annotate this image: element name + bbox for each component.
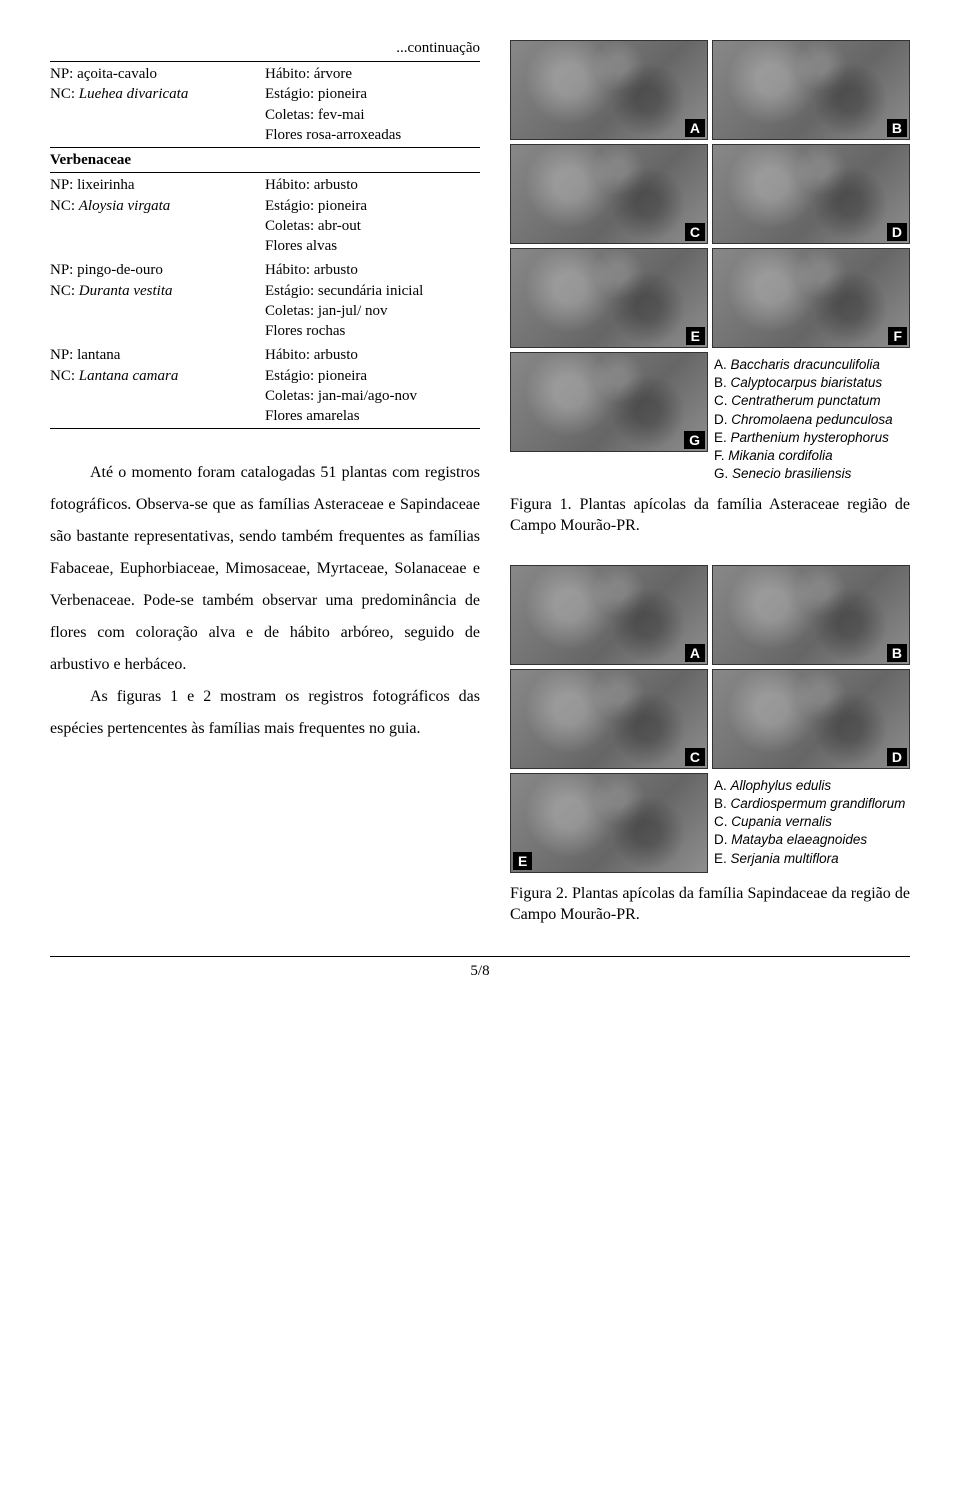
image-label: G [684, 431, 705, 449]
detail-line: Coletas: jan-mai/ago-nov [265, 386, 476, 406]
detail-line: Flores amarelas [265, 406, 476, 426]
detail-line: Hábito: arbusto [265, 175, 476, 195]
detail-line: Flores alvas [265, 236, 476, 256]
detail-line: Estágio: pioneira [265, 84, 476, 104]
paragraph: Até o momento foram catalogadas 51 plant… [50, 457, 480, 681]
figure1-image-g: G [510, 352, 708, 452]
detail-line: Hábito: arbusto [265, 260, 476, 280]
figure2-image-a: A [510, 565, 708, 665]
nc-label: NC: Duranta vestita [50, 281, 261, 301]
np-label: NP: lantana [50, 345, 261, 365]
nc-label: NC: Lantana camara [50, 366, 261, 386]
image-label: A [685, 119, 705, 137]
figure2-grid: A B C D [510, 565, 910, 769]
image-label: C [685, 748, 705, 766]
detail-line: Coletas: abr-out [265, 216, 476, 236]
family-name: Verbenaceae [50, 148, 480, 173]
figure1-caption: Figura 1. Plantas apícolas da família As… [510, 494, 910, 537]
detail-line: Hábito: árvore [265, 64, 476, 84]
figure1-image-c: C [510, 144, 708, 244]
figure1-image-a: A [510, 40, 708, 140]
figure2-image-d: D [712, 669, 910, 769]
figure1-legend: A. Baccharis dracunculifolia B. Calyptoc… [714, 356, 893, 484]
body-text: Até o momento foram catalogadas 51 plant… [50, 457, 480, 745]
figure2-caption: Figura 2. Plantas apícolas da família Sa… [510, 883, 910, 926]
detail-line: Estágio: pioneira [265, 366, 476, 386]
image-label: C [685, 223, 705, 241]
np-label: NP: lixeirinha [50, 175, 261, 195]
figure2-image-c: C [510, 669, 708, 769]
figure1-image-f: F [712, 248, 910, 348]
figure1-image-e: E [510, 248, 708, 348]
image-label: D [887, 748, 907, 766]
figure1-grid: A B C D E F [510, 40, 910, 348]
detail-line: Hábito: arbusto [265, 345, 476, 365]
image-label: B [887, 644, 907, 662]
figure2-legend: A. Allophylus edulis B. Cardiospermum gr… [714, 777, 905, 868]
detail-line: Estágio: pioneira [265, 196, 476, 216]
continuation-label: ...continuação [50, 40, 480, 62]
image-label: B [887, 119, 907, 137]
detail-line: Coletas: fev-mai [265, 105, 476, 125]
paragraph: As figuras 1 e 2 mostram os registros fo… [50, 681, 480, 745]
page-number: 5/8 [50, 956, 910, 980]
detail-line: Coletas: jan-jul/ nov [265, 301, 476, 321]
figure2-image-e: E [510, 773, 708, 873]
figure2-image-b: B [712, 565, 910, 665]
image-label: E [686, 327, 705, 345]
detail-line: Flores rosa-arroxeadas [265, 125, 476, 145]
nc-label: NC: Aloysia virgata [50, 196, 261, 216]
np-label: NP: açoita-cavalo [50, 64, 261, 84]
nc-label: NC: Luehea divaricata [50, 84, 261, 104]
image-label: D [887, 223, 907, 241]
image-label: A [685, 644, 705, 662]
np-label: NP: pingo-de-ouro [50, 260, 261, 280]
figure1-image-d: D [712, 144, 910, 244]
image-label: F [888, 327, 907, 345]
species-table: NP: açoita-cavalo NC: Luehea divaricata … [50, 62, 480, 428]
figure1-image-b: B [712, 40, 910, 140]
detail-line: Flores rochas [265, 321, 476, 341]
image-label: E [513, 852, 532, 870]
detail-line: Estágio: secundária inicial [265, 281, 476, 301]
